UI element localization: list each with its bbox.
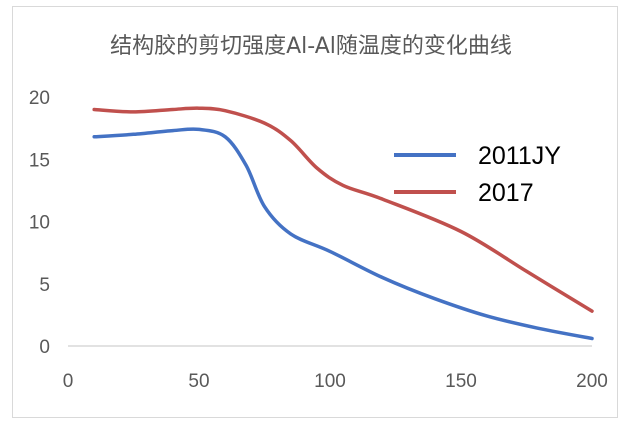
series-line-2017 bbox=[92, 106, 594, 313]
y-tick-label: 5 bbox=[39, 275, 50, 296]
series-line-2011JY bbox=[92, 127, 594, 341]
y-tick-label: 10 bbox=[29, 213, 50, 234]
y-tick-label: 0 bbox=[39, 337, 50, 358]
y-tick-label: 20 bbox=[29, 88, 50, 109]
y-tick-label: 15 bbox=[29, 150, 50, 171]
x-tick-label: 0 bbox=[63, 371, 74, 392]
x-tick-label: 200 bbox=[576, 371, 608, 392]
x-tick-label: 150 bbox=[445, 371, 477, 392]
chart-frame bbox=[12, 6, 618, 418]
chart-title: 结构胶的剪切强度Al-Al随温度的变化曲线 bbox=[110, 34, 512, 59]
x-tick-label: 100 bbox=[314, 371, 346, 392]
legend-label: 2017 bbox=[478, 179, 534, 207]
legend-label: 2011JY bbox=[478, 142, 561, 170]
x-tick-label: 50 bbox=[188, 371, 209, 392]
